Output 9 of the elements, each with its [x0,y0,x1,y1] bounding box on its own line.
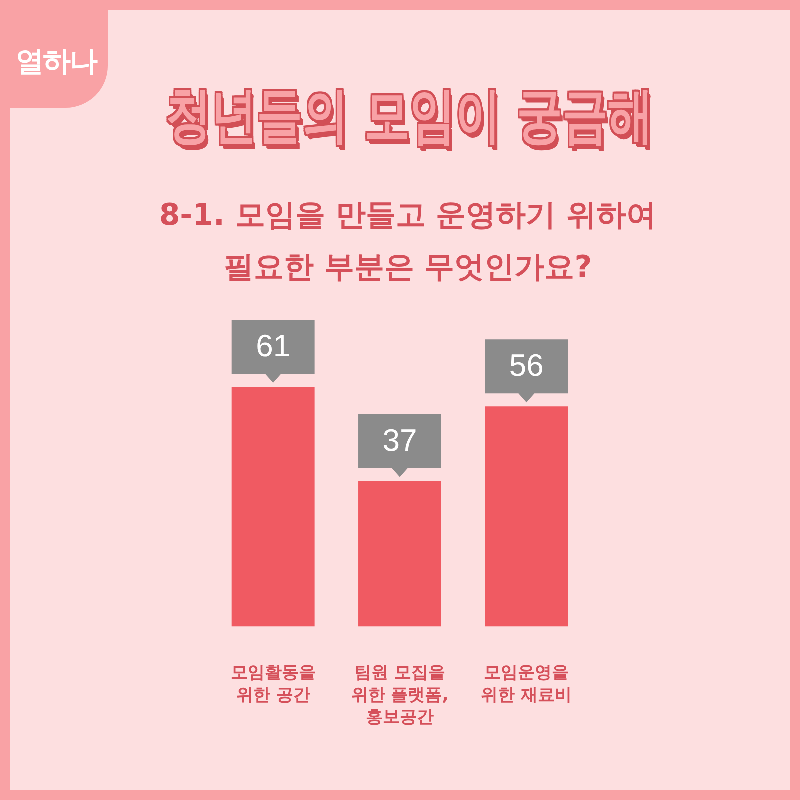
chart-subtitle: 8-1. 모임을 만들고 운영하기 위하여 필요한 부분은 무엇인가요? [158,197,658,287]
x-tick-label: 팀원 모집을 위한 플랫폼, 홍보공간 [351,663,449,728]
data-label: 37 [382,422,418,458]
data-label: 61 [256,328,291,364]
corner-tab: 열하나 [10,10,108,108]
x-tick-label: 모임활동을 위한 공간 [230,663,316,706]
data-label: 56 [509,348,544,384]
chart-title: 청년들의 모임이 궁금해 [166,80,654,153]
x-tick-label: 모임운영을 위한 재료비 [481,663,572,706]
